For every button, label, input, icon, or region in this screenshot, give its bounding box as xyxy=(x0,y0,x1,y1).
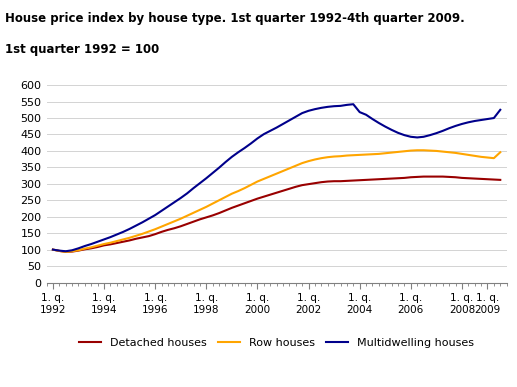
Detached houses xyxy=(273,190,280,195)
Detached houses xyxy=(420,174,427,179)
Row houses xyxy=(50,247,56,252)
Text: 1st quarter 1992 = 100: 1st quarter 1992 = 100 xyxy=(5,43,159,56)
Detached houses xyxy=(69,249,75,254)
Line: Detached houses: Detached houses xyxy=(53,176,500,252)
Row houses xyxy=(325,155,331,159)
Row houses xyxy=(414,148,420,152)
Row houses xyxy=(465,152,472,157)
Detached houses xyxy=(497,178,504,182)
Detached houses xyxy=(465,176,472,181)
Detached houses xyxy=(50,247,56,252)
Multidwelling houses xyxy=(69,248,75,253)
Multidwelling houses xyxy=(497,108,504,112)
Row houses xyxy=(497,150,504,154)
Multidwelling houses xyxy=(273,125,280,130)
Multidwelling houses xyxy=(484,117,491,122)
Multidwelling houses xyxy=(50,247,56,252)
Row houses xyxy=(69,249,75,253)
Text: House price index by house type. 1st quarter 1992-4th quarter 2009.: House price index by house type. 1st qua… xyxy=(5,12,465,25)
Detached houses xyxy=(120,240,126,244)
Row houses xyxy=(63,250,69,254)
Multidwelling houses xyxy=(63,249,69,253)
Detached houses xyxy=(325,179,331,184)
Multidwelling houses xyxy=(465,120,472,125)
Line: Multidwelling houses: Multidwelling houses xyxy=(53,104,500,251)
Row houses xyxy=(484,155,491,160)
Detached houses xyxy=(63,250,69,254)
Multidwelling houses xyxy=(350,102,356,106)
Multidwelling houses xyxy=(120,229,126,234)
Legend: Detached houses, Row houses, Multidwelling houses: Detached houses, Row houses, Multidwelli… xyxy=(74,333,479,352)
Line: Row houses: Row houses xyxy=(53,150,500,252)
Row houses xyxy=(120,237,126,242)
Detached houses xyxy=(484,177,491,182)
Multidwelling houses xyxy=(325,104,331,109)
Row houses xyxy=(273,171,280,176)
